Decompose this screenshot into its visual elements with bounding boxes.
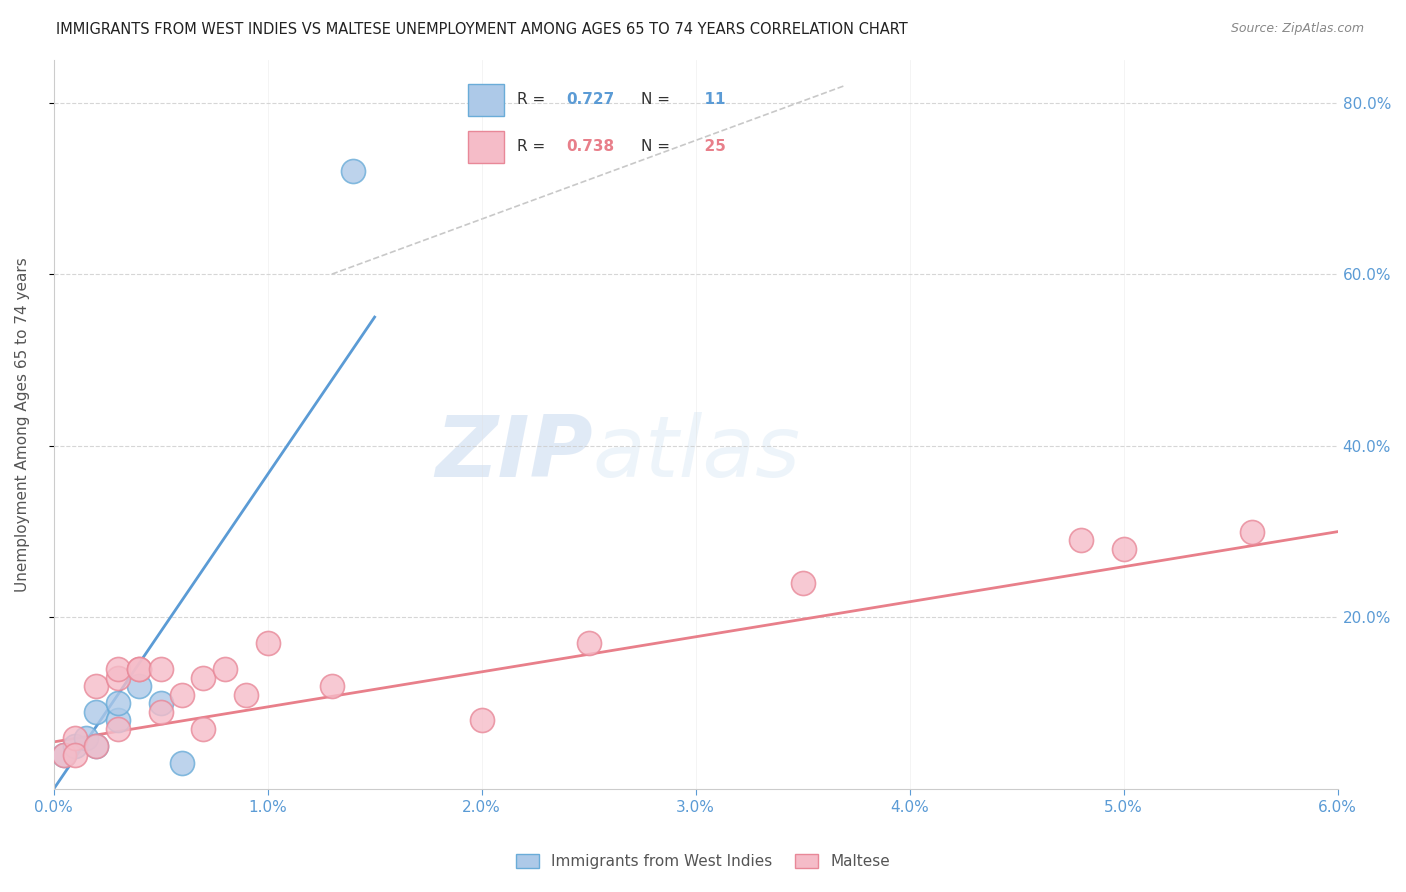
- Point: [63, 747, 86, 762]
- Point: [214, 662, 236, 676]
- Point: [149, 705, 172, 719]
- Point: [342, 164, 364, 178]
- Point: [471, 714, 494, 728]
- Point: [107, 722, 129, 736]
- Point: [256, 636, 278, 650]
- Legend: Immigrants from West Indies, Maltese: Immigrants from West Indies, Maltese: [510, 848, 896, 875]
- Y-axis label: Unemployment Among Ages 65 to 74 years: Unemployment Among Ages 65 to 74 years: [15, 257, 30, 591]
- Point: [1240, 524, 1263, 539]
- Point: [170, 756, 193, 771]
- Point: [193, 722, 215, 736]
- Point: [86, 739, 108, 754]
- Point: [128, 679, 150, 693]
- Point: [1070, 533, 1092, 548]
- Point: [170, 688, 193, 702]
- Point: [107, 671, 129, 685]
- Point: [107, 696, 129, 710]
- Point: [86, 679, 108, 693]
- Text: ZIP: ZIP: [436, 412, 593, 495]
- Point: [149, 696, 172, 710]
- Point: [86, 739, 108, 754]
- Point: [128, 662, 150, 676]
- Point: [86, 705, 108, 719]
- Point: [53, 747, 76, 762]
- Text: IMMIGRANTS FROM WEST INDIES VS MALTESE UNEMPLOYMENT AMONG AGES 65 TO 74 YEARS CO: IMMIGRANTS FROM WEST INDIES VS MALTESE U…: [56, 22, 908, 37]
- Text: atlas: atlas: [593, 412, 801, 495]
- Point: [107, 714, 129, 728]
- Point: [128, 662, 150, 676]
- Point: [53, 747, 76, 762]
- Point: [63, 731, 86, 745]
- Point: [235, 688, 257, 702]
- Point: [321, 679, 343, 693]
- Point: [149, 662, 172, 676]
- Point: [63, 739, 86, 754]
- Point: [193, 671, 215, 685]
- Text: Source: ZipAtlas.com: Source: ZipAtlas.com: [1230, 22, 1364, 36]
- Point: [578, 636, 600, 650]
- Point: [1112, 541, 1135, 556]
- Point: [75, 731, 97, 745]
- Point: [107, 662, 129, 676]
- Point: [792, 576, 814, 591]
